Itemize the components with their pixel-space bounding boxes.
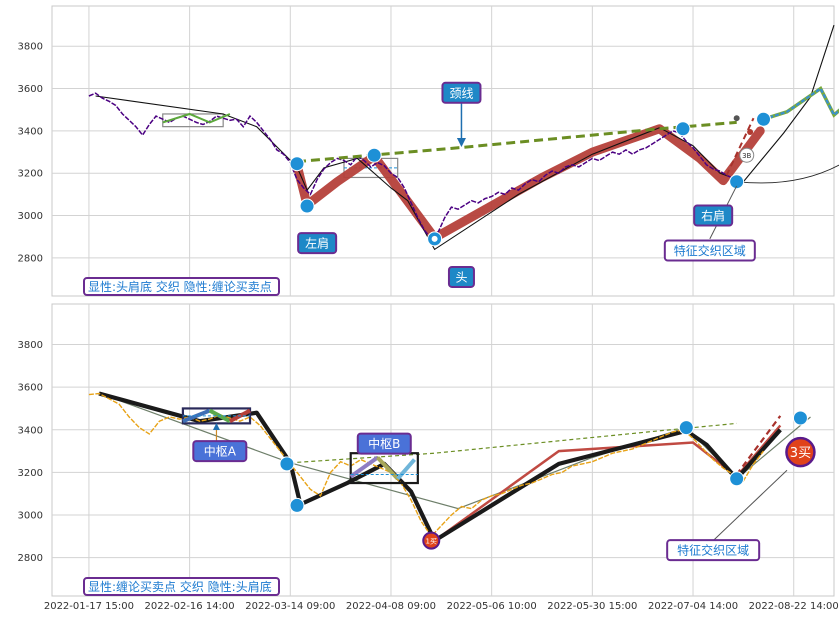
x-tick-label: 2022-05-06 10:00 bbox=[447, 601, 537, 612]
dashed-maroon-line bbox=[735, 415, 782, 476]
y-tick-label: 2800 bbox=[18, 553, 43, 564]
badge-3b-circle bbox=[739, 147, 755, 163]
turning-point-dot bbox=[729, 174, 745, 190]
post-bi-green-0 bbox=[762, 86, 839, 121]
turning-point-dot bbox=[289, 156, 305, 172]
x-tick-label: 2022-05-30 15:00 bbox=[547, 601, 637, 612]
y-tick-label: 2800 bbox=[18, 253, 43, 264]
buy-point-3-label: 3买 bbox=[790, 446, 811, 461]
y-tick-label: 3000 bbox=[18, 211, 43, 222]
turning-point-dot bbox=[792, 410, 808, 426]
buy-point-1-label: 1买 bbox=[426, 538, 437, 546]
zhongshu-box-a bbox=[162, 113, 224, 128]
green-bi-stroke bbox=[162, 112, 231, 124]
projection-arc bbox=[736, 164, 839, 184]
turning-point-dot bbox=[756, 111, 772, 127]
buy-point-1-badge bbox=[422, 531, 441, 550]
x-tick-label: 2022-01-17 15:00 bbox=[44, 601, 134, 612]
bottom-panel: 2800 3000 3200 3400 3600 3800 1买 3买 中枢A 中枢B 特征交织区域… bbox=[18, 303, 835, 597]
zhongshu-a-stroke bbox=[182, 408, 211, 424]
footer-box bbox=[83, 577, 280, 596]
x-tick-label: 2022-08-22 14:00 bbox=[749, 601, 839, 612]
neckline-dashed bbox=[290, 422, 737, 464]
annotation-label: 头 bbox=[455, 270, 467, 284]
zhongshu-b-stroke bbox=[349, 455, 379, 479]
y-tick-label: 3600 bbox=[18, 84, 43, 95]
annotation-box bbox=[356, 432, 412, 455]
turning-point-dot bbox=[675, 121, 691, 137]
buy-point-3-badge bbox=[785, 436, 816, 468]
x-tick-label: 2022-03-14 09:00 bbox=[245, 601, 335, 612]
annotation-box bbox=[666, 539, 761, 562]
y-tick-label: 3000 bbox=[18, 511, 43, 522]
turning-point-dot bbox=[299, 198, 315, 214]
annotation-label: 左肩 bbox=[305, 236, 329, 251]
annotation-label: 颈线 bbox=[449, 86, 473, 100]
y-tick-label: 3800 bbox=[18, 42, 43, 53]
badge-3b-label: 3B bbox=[742, 152, 751, 160]
x-axis: 2022-01-17 15:00 2022-02-16 14:00 2022-03-… bbox=[44, 601, 839, 612]
annotation-label: 右肩 bbox=[701, 208, 725, 223]
head-inner-dot bbox=[431, 235, 438, 242]
annotation-box bbox=[693, 204, 734, 227]
annotation-label: 中枢B bbox=[368, 436, 400, 451]
annotation-box bbox=[447, 265, 475, 288]
annotation-box bbox=[663, 239, 756, 262]
annotation-label: 特征交织区域 bbox=[677, 543, 749, 558]
feature-area-pointer bbox=[712, 469, 788, 541]
annotation-box bbox=[297, 232, 338, 255]
annotation-label: 中枢A bbox=[204, 444, 237, 459]
x-tick-label: 2022-04-08 09:00 bbox=[346, 601, 436, 612]
turning-point-dot bbox=[729, 471, 745, 487]
footer-label: 显性:缠论买卖点 交织 隐性:头肩底 bbox=[88, 579, 272, 594]
small-gray-dot bbox=[733, 115, 740, 122]
zhongshu-b-stroke bbox=[396, 458, 416, 481]
annotation-label: 特征交织区域 bbox=[674, 243, 746, 258]
y-tick-label: 3800 bbox=[18, 340, 43, 351]
turning-point-dot bbox=[366, 147, 382, 163]
footer-box bbox=[83, 277, 280, 296]
x-tick-label: 2022-07-04 14:00 bbox=[648, 601, 738, 612]
turning-point-dot bbox=[279, 456, 295, 472]
y-tick-label: 3400 bbox=[18, 126, 43, 137]
price-line bbox=[88, 392, 765, 538]
y-tick-label: 3400 bbox=[18, 425, 43, 436]
footer-label: 显性:头肩底 交织 隐性:缠论买卖点 bbox=[88, 279, 272, 294]
turning-point-dot bbox=[678, 420, 694, 436]
small-red-dot bbox=[747, 128, 754, 135]
x-tick-label: 2022-02-16 14:00 bbox=[145, 601, 235, 612]
annotation-box bbox=[192, 440, 248, 463]
zhongshu-b-stroke bbox=[376, 456, 400, 481]
annotation-box bbox=[441, 81, 482, 104]
price-line bbox=[88, 92, 741, 240]
turning-point-dot bbox=[289, 497, 305, 513]
dashed-maroon-line bbox=[725, 117, 755, 176]
y-tick-label: 3600 bbox=[18, 383, 43, 394]
y-tick-label: 3200 bbox=[18, 468, 43, 479]
y-tick-label: 3200 bbox=[18, 169, 43, 180]
